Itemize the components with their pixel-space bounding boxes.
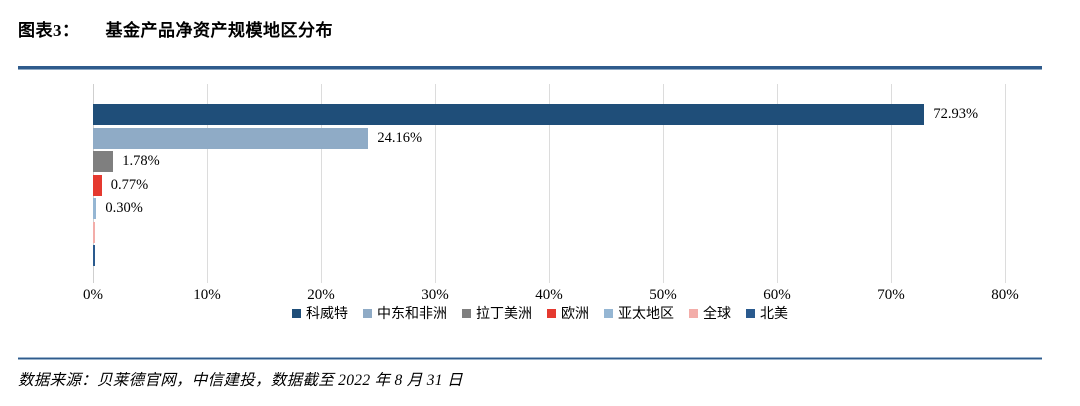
figure-title: 图表3： 基金产品净资产规模地区分布 — [18, 16, 333, 41]
bottom-divider-line — [18, 357, 1042, 360]
legend-label: 北美 — [760, 307, 788, 322]
legend-swatch-icon — [363, 308, 372, 318]
legend-label: 亚太地区 — [618, 307, 674, 322]
gridline-80% — [1005, 84, 1006, 283]
bar-value-label-科威特: 72.93% — [933, 106, 979, 122]
bar-2-中东和非洲 — [93, 127, 369, 149]
bar-1-科威特 — [93, 104, 925, 125]
x-tick-label-0%: 0% — [83, 287, 103, 303]
legend-item-亚太地区: 亚太地区 — [604, 303, 674, 323]
top-divider-line — [18, 66, 1042, 70]
legend-item-北美: 北美 — [746, 303, 788, 323]
x-axis-tick-labels: 0% 10% 20% 30% 40% 50% 60% 70% 80% — [83, 287, 1019, 307]
bar-value-label-拉丁美洲: 1.78% — [122, 153, 160, 169]
gridline-10% — [207, 84, 208, 283]
legend-label: 科威特 — [306, 307, 348, 322]
bar-4-欧洲 — [93, 174, 102, 196]
bar-7-北美 — [93, 245, 95, 266]
legend-swatch-icon — [746, 308, 755, 318]
x-tick-label-50%: 50% — [649, 287, 677, 303]
x-tick-label-10%: 10% — [193, 287, 221, 303]
legend-item-科威特: 科威特 — [292, 303, 348, 323]
gridline-60% — [777, 84, 778, 283]
legend-label: 中东和非洲 — [377, 307, 447, 322]
legend-swatch-icon — [604, 308, 613, 318]
bar-value-label-中东和非洲: 24.16% — [377, 129, 423, 146]
x-tick-label-60%: 60% — [763, 287, 791, 303]
legend-label: 欧洲 — [561, 307, 589, 322]
gridline-70% — [891, 84, 892, 283]
chart-legend: 科威特 中东和非洲 拉丁美洲 欧洲 亚太地区 全球 北美 — [0, 303, 1080, 323]
gridline-50% — [663, 84, 664, 283]
gridline-30% — [435, 84, 436, 283]
legend-item-全球: 全球 — [689, 303, 731, 323]
x-tick-label-40%: 40% — [535, 287, 563, 303]
legend-item-拉丁美洲: 拉丁美洲 — [462, 303, 532, 323]
gridline-20% — [321, 84, 322, 283]
x-tick-label-20%: 20% — [307, 287, 335, 303]
x-tick-label-80%: 80% — [991, 287, 1019, 303]
figure-title-text: 基金产品净资产规模地区分布 — [105, 21, 333, 40]
legend-swatch-icon — [547, 308, 556, 318]
bar-5-亚太地区 — [93, 198, 97, 219]
legend-item-欧洲: 欧洲 — [547, 303, 589, 323]
bar-3-拉丁美洲 — [93, 151, 114, 172]
legend-swatch-icon — [292, 308, 301, 318]
bar-6-全球 — [93, 221, 95, 243]
bar-chart-plot-area: 72.93% 24.16% 1.78% 0.77% 0.30% — [93, 84, 1006, 283]
gridline-40% — [549, 84, 550, 283]
legend-item-中东和非洲: 中东和非洲 — [363, 303, 447, 323]
bar-value-label-欧洲: 0.77% — [110, 176, 149, 193]
x-tick-label-30%: 30% — [421, 287, 449, 303]
legend-label: 全球 — [703, 307, 731, 322]
legend-label: 拉丁美洲 — [476, 307, 532, 322]
bar-value-label-亚太地区: 0.30% — [105, 200, 143, 216]
figure-number: 图表3： — [18, 21, 80, 40]
legend-swatch-icon — [462, 308, 471, 318]
x-tick-label-70%: 70% — [877, 287, 905, 303]
data-source-note: 数据来源：贝莱德官网，中信建投，数据截至 2022 年 8 月 31 日 — [18, 372, 463, 389]
legend-swatch-icon — [689, 308, 698, 318]
